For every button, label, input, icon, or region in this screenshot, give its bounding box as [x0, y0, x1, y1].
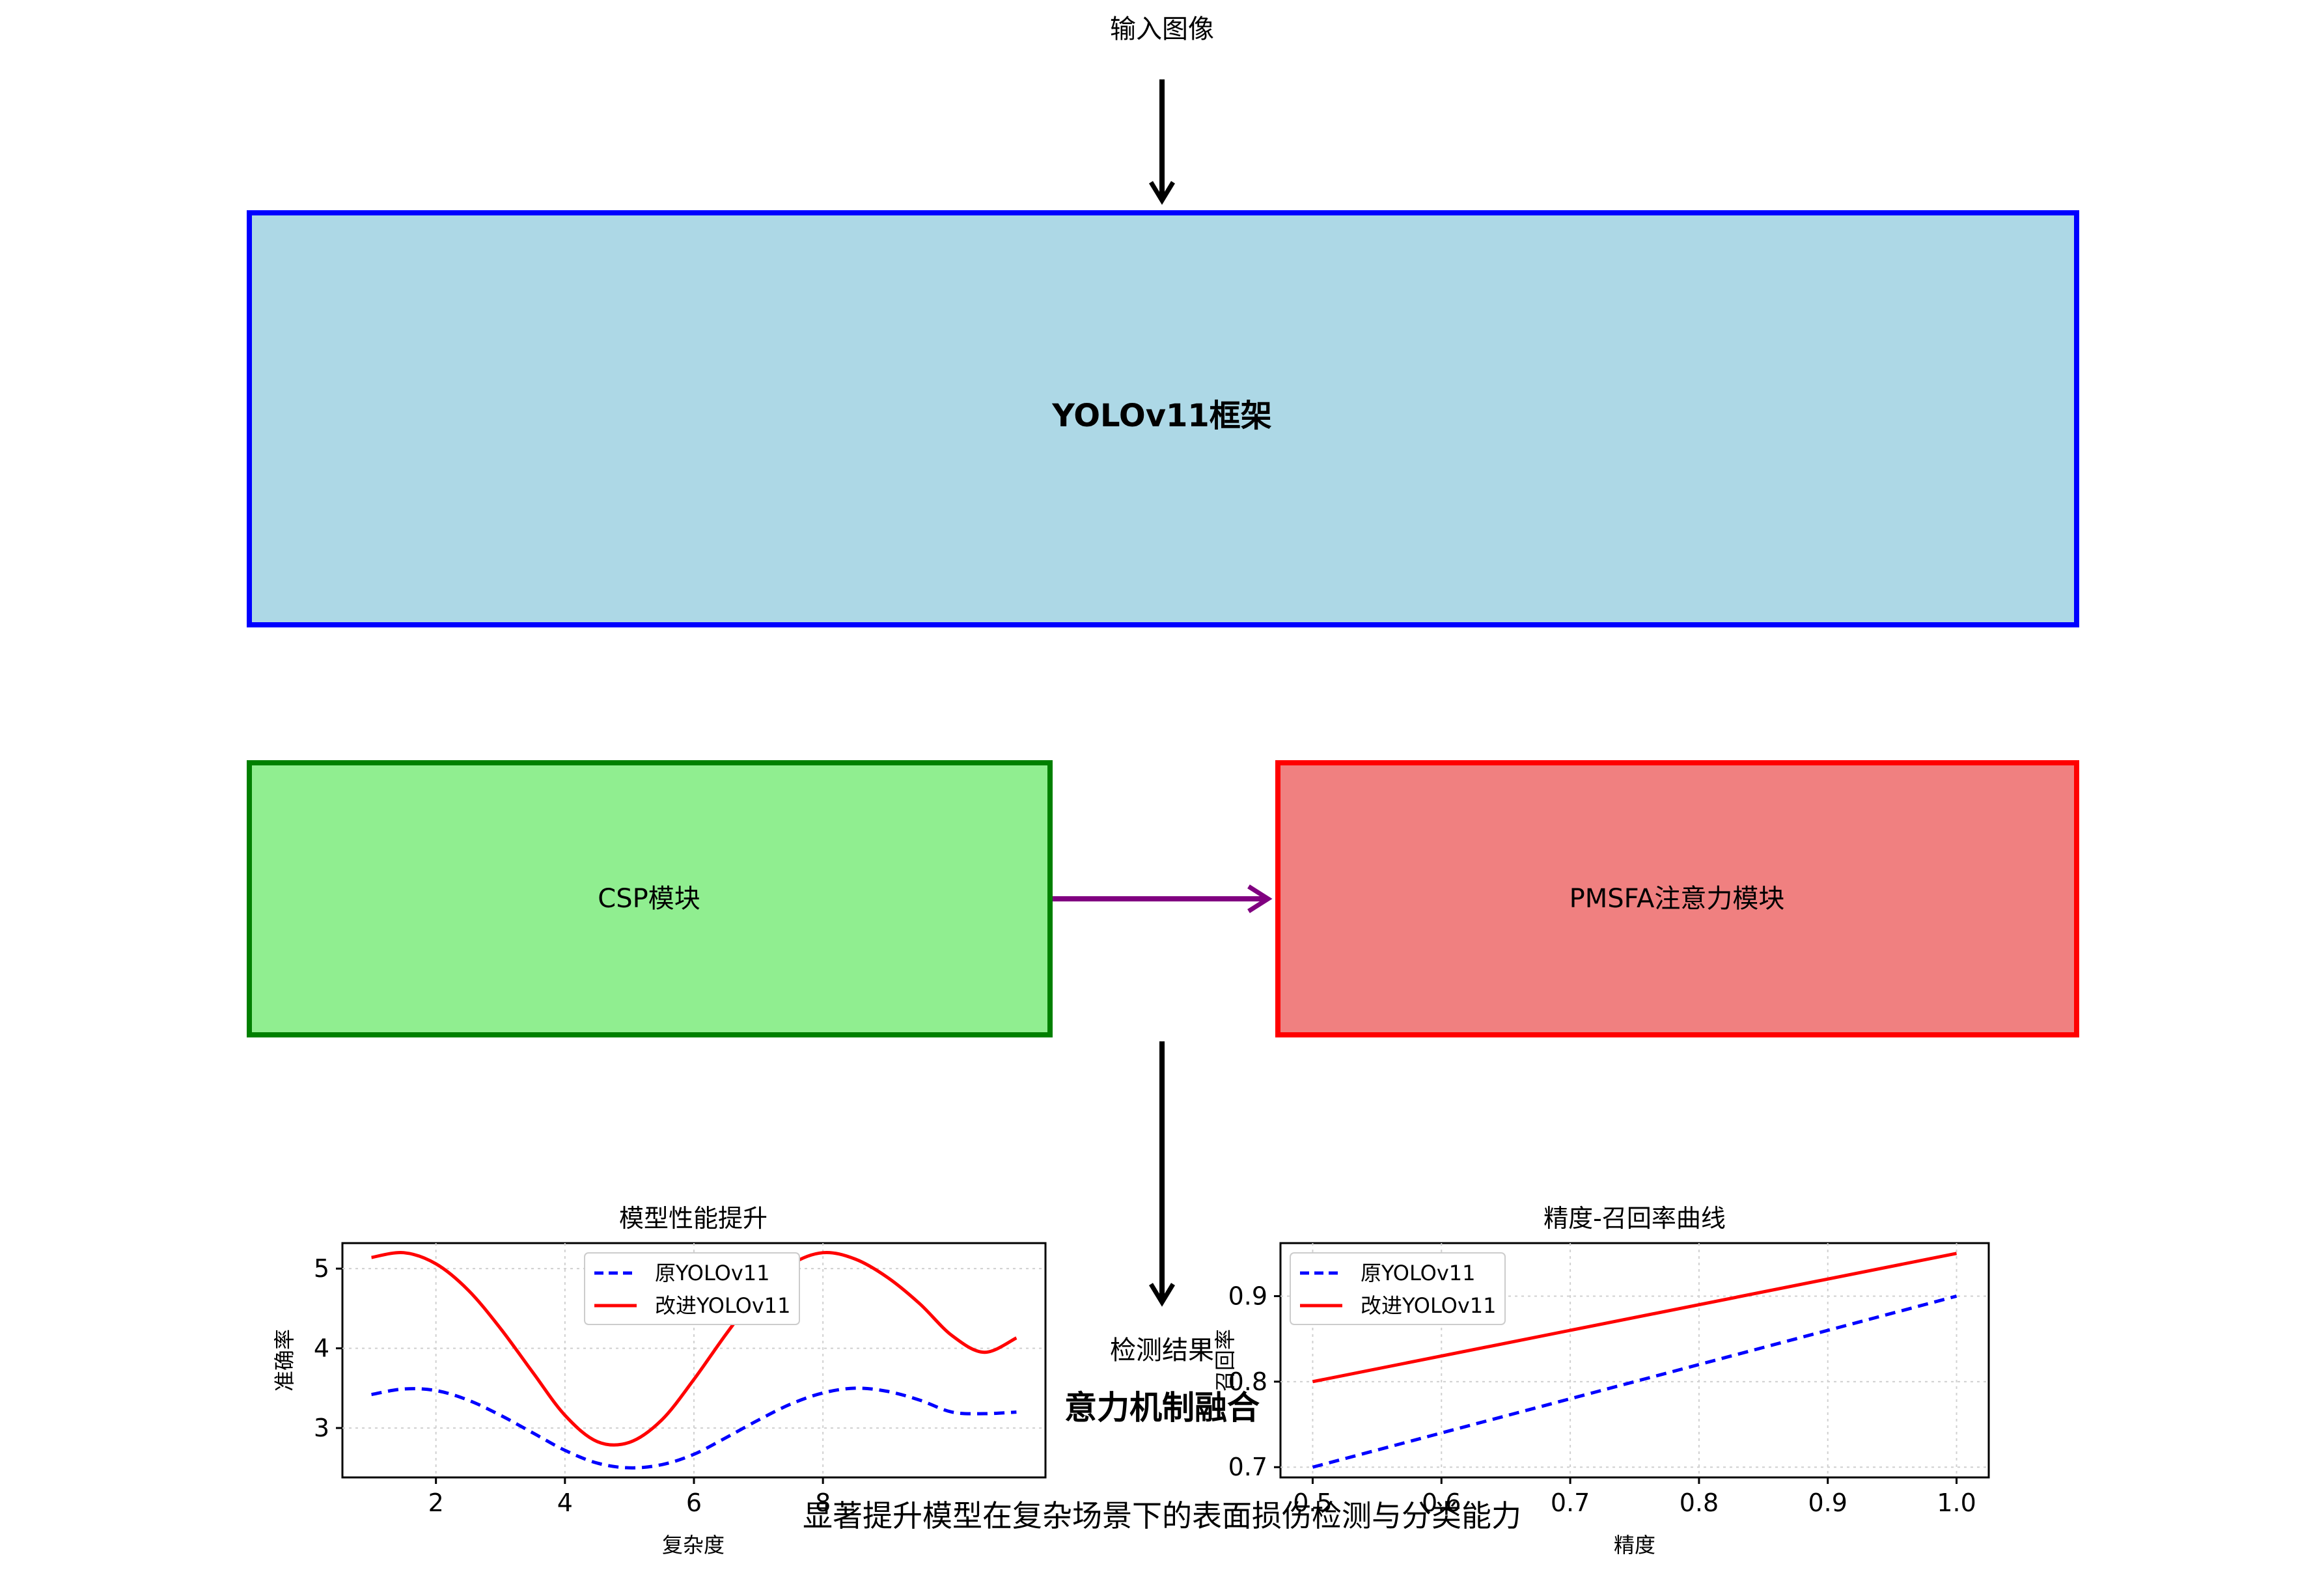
legend: 原YOLOv11 改进YOLOv11	[1290, 1252, 1506, 1325]
input-arrow-head	[1149, 181, 1175, 205]
x-tick-label: 2	[428, 1488, 444, 1517]
input-label: 输入图像	[1110, 14, 1214, 44]
x-axis-label: 精度	[1614, 1533, 1655, 1557]
performance-chart: 模型性能提升 2 4 6 8 3 4 5 复杂度 准确率 原YOLOv11 改进YOLOv1…	[272, 1204, 1047, 1557]
csp-to-pmsfa-arrow-head	[1247, 884, 1273, 913]
series-line	[1312, 1252, 1957, 1384]
chart-title: 模型性能提升	[619, 1204, 768, 1233]
pmsfa-module-box	[1275, 760, 2079, 1037]
series-line	[371, 1250, 1017, 1447]
csp-module-box	[247, 760, 1053, 1037]
legend-entry: 原YOLOv11	[1361, 1261, 1476, 1285]
y-tick-label: 0.8	[1228, 1367, 1267, 1396]
x-tick-label: 0.6	[1422, 1488, 1461, 1517]
legend-entry: 原YOLOv11	[655, 1261, 770, 1285]
overlay-caption: 显著提升模型在复杂场景下的表面损伤检测与分类能力	[803, 1498, 1521, 1533]
precision-recall-chart: 精度-召回率曲线 0.5 0.6 0.7 0.8 0.9 1.00.70.80.9 精度 …	[1213, 1204, 1990, 1557]
output-arrow-head	[1149, 1283, 1175, 1307]
series-line	[371, 1386, 1017, 1470]
y-tick-label: 4	[314, 1334, 329, 1363]
x-tick-label: 0.9	[1808, 1488, 1847, 1517]
legend-frame	[1290, 1252, 1506, 1325]
y-tick-label: 5	[314, 1254, 329, 1283]
framework-box	[247, 210, 2079, 627]
chart-title: 精度-召回率曲线	[1543, 1204, 1726, 1233]
pmsfa-module-label: PMSFA注意力模块	[1570, 884, 1785, 914]
x-tick-label: 4	[557, 1488, 573, 1517]
y-axis-label: 召回率	[1213, 1329, 1238, 1392]
y-tick-label: 0.9	[1228, 1282, 1267, 1310]
legend-entry: 改进YOLOv11	[655, 1293, 791, 1318]
legend-entry: 改进YOLOv11	[1361, 1293, 1497, 1318]
x-tick-label: 0.5	[1293, 1488, 1332, 1517]
x-tick-label: 8	[815, 1488, 831, 1517]
output-label: 检测结果	[1110, 1336, 1214, 1365]
y-tick-label: 0.7	[1228, 1453, 1267, 1481]
y-axis-label: 准确率	[272, 1329, 297, 1392]
y-tick-label: 3	[314, 1414, 329, 1442]
legend: 原YOLOv11 改进YOLOv11	[584, 1252, 800, 1325]
framework-label: YOLOv11框架	[1051, 398, 1272, 434]
x-tick-label: 6	[686, 1488, 702, 1517]
x-axis-label: 复杂度	[662, 1533, 725, 1557]
overlay-title: 意力机制融合	[1064, 1389, 1260, 1427]
x-tick-label: 1.0	[1937, 1488, 1976, 1517]
x-tick-label: 0.7	[1551, 1488, 1590, 1517]
legend-frame	[584, 1252, 800, 1325]
series-line	[1312, 1295, 1957, 1469]
x-tick-label: 0.8	[1680, 1488, 1719, 1517]
csp-module-label: CSP模块	[598, 884, 700, 914]
